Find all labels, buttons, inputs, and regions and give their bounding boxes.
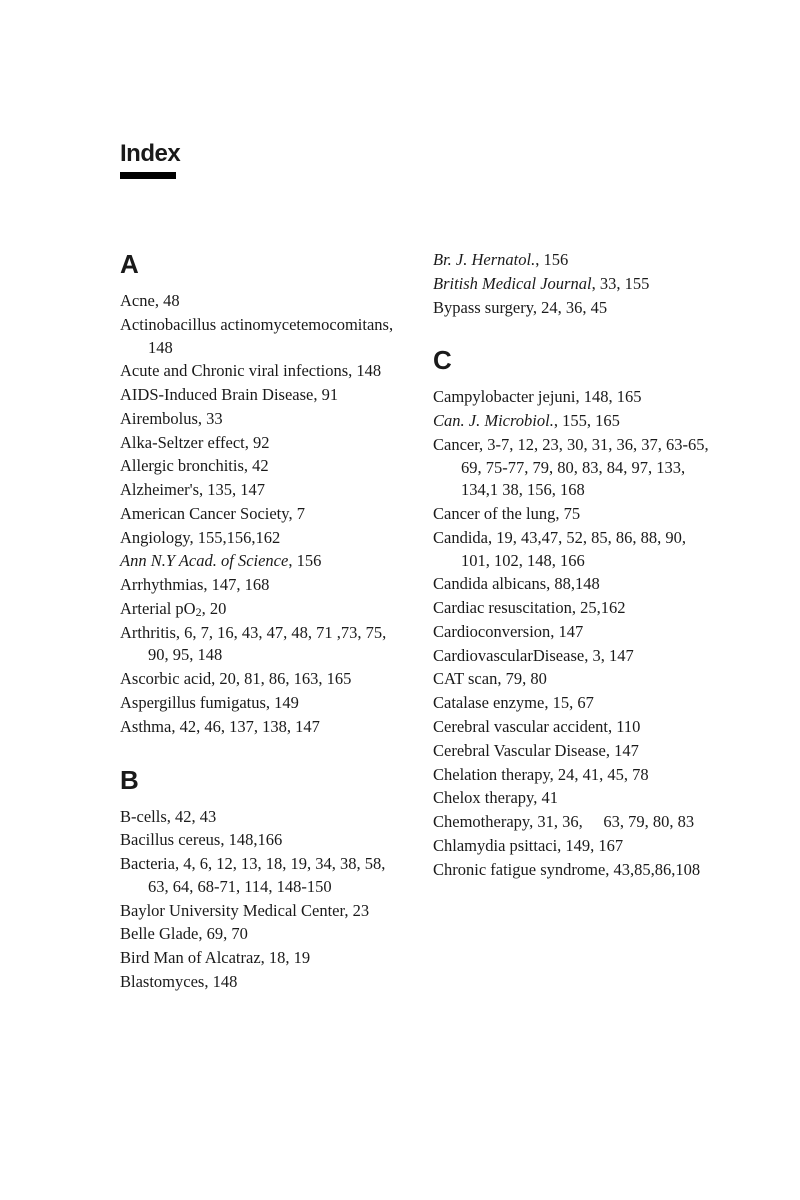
index-entry: Alzheimer's, 135, 147: [120, 479, 397, 502]
index-entry: Cardiac resuscitation, 25,162: [433, 597, 710, 620]
index-entry: Bird Man of Alcatraz, 18, 19: [120, 947, 397, 970]
index-title: Index: [120, 140, 710, 168]
index-entry: Arrhythmias, 147, 168: [120, 574, 397, 597]
index-entry: American Cancer Society, 7: [120, 503, 397, 526]
index-entry: CAT scan, 79, 80: [433, 668, 710, 691]
index-entry: Alka-Seltzer effect, 92: [120, 432, 397, 455]
index-entry: Cancer, 3-7, 12, 23, 30, 31, 36, 37, 63-…: [433, 434, 710, 502]
index-entry: Belle Glade, 69, 70: [120, 923, 397, 946]
index-entry: Chlamydia psittaci, 149, 167: [433, 835, 710, 858]
index-entry: Bacteria, 4, 6, 12, 13, 18, 19, 34, 38, …: [120, 853, 397, 899]
index-entry: Cardioconversion, 147: [433, 621, 710, 644]
left-column: A Acne, 48Actinobacillus actinomycetemoco…: [120, 249, 397, 995]
index-entry: Candida, 19, 43,47, 52, 85, 86, 88, 90, …: [433, 527, 710, 573]
index-entry: Baylor University Medical Center, 23: [120, 900, 397, 923]
index-entry: Arterial pO2, 20: [120, 598, 397, 621]
index-entry: Cerebral Vascular Disease, 147: [433, 740, 710, 763]
index-entry: Br. J. Hernatol., 156: [433, 249, 710, 272]
section-letter: C: [433, 345, 710, 376]
index-entry: Arthritis, 6, 7, 16, 43, 47, 48, 71 ,73,…: [120, 622, 397, 668]
index-entry: Airembolus, 33: [120, 408, 397, 431]
index-entry: Cancer of the lung, 75: [433, 503, 710, 526]
section-letter: A: [120, 249, 397, 280]
section-letter: B: [120, 765, 397, 796]
index-entry: Acute and Chronic viral infections, 148: [120, 360, 397, 383]
index-entry: Aspergillus fumigatus, 149: [120, 692, 397, 715]
index-entry: Campylobacter jejuni, 148, 165: [433, 386, 710, 409]
index-entry: Cerebral vascular accident, 110: [433, 716, 710, 739]
index-columns: A Acne, 48Actinobacillus actinomycetemoco…: [120, 249, 710, 995]
index-entry: Ann N.Y Acad. of Science, 156: [120, 550, 397, 573]
index-entry: Bacillus cereus, 148,166: [120, 829, 397, 852]
index-entry: Candida albicans, 88,148: [433, 573, 710, 596]
index-entry: B-cells, 42, 43: [120, 806, 397, 829]
index-entry: Chemotherapy, 31, 36, 63, 79, 80, 83: [433, 811, 710, 834]
index-entry: Can. J. Microbiol., 155, 165: [433, 410, 710, 433]
index-entry: Blastomyces, 148: [120, 971, 397, 994]
index-entry: Bypass surgery, 24, 36, 45: [433, 297, 710, 320]
index-entry: Actinobacillus actinomycetemocomitans, 1…: [120, 314, 397, 360]
index-entry: Allergic bronchitis, 42: [120, 455, 397, 478]
title-underline: [120, 172, 176, 179]
index-entry: Catalase enzyme, 15, 67: [433, 692, 710, 715]
index-entry: Chronic fatigue syndrome, 43,85,86,108: [433, 859, 710, 882]
index-entry: Chelox therapy, 41: [433, 787, 710, 810]
right-column: Br. J. Hernatol., 156British Medical Jou…: [433, 249, 710, 995]
index-entry: Acne, 48: [120, 290, 397, 313]
index-entry: Chelation therapy, 24, 41, 45, 78: [433, 764, 710, 787]
index-entry: Ascorbic acid, 20, 81, 86, 163, 165: [120, 668, 397, 691]
index-entry: CardiovascularDisease, 3, 147: [433, 645, 710, 668]
index-entry: British Medical Journal, 33, 155: [433, 273, 710, 296]
index-entry: Asthma, 42, 46, 137, 138, 147: [120, 716, 397, 739]
index-entry: Angiology, 155,156,162: [120, 527, 397, 550]
index-entry: AIDS-Induced Brain Disease, 91: [120, 384, 397, 407]
